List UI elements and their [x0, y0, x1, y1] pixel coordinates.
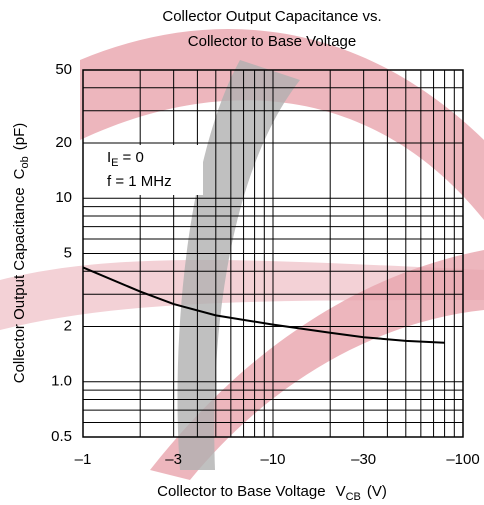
y-tick-label: 1.0: [51, 373, 72, 390]
x-tick-label: –10: [260, 451, 285, 468]
x-axis-label: Collector to Base Voltage VCB (V): [157, 483, 387, 503]
annotation: IE = 0: [107, 149, 144, 169]
y-axis-label: Collector Output CapacitanceCob(pF): [11, 123, 31, 384]
y-tick-label: 5: [64, 244, 72, 261]
y-tick-label: 10: [55, 189, 72, 206]
watermark: [0, 29, 484, 480]
x-tick-label: –30: [351, 451, 376, 468]
annotation: f = 1 MHz: [107, 173, 172, 190]
chart-title: Collector to Base Voltage: [188, 33, 356, 50]
annotation-box: [103, 145, 203, 195]
x-tick-label: –1: [75, 451, 92, 468]
y-tick-label: 20: [55, 134, 72, 151]
chart-title: Collector Output Capacitance vs.: [162, 8, 381, 25]
y-tick-label: 0.5: [51, 428, 72, 445]
y-tick-label: 50: [55, 61, 72, 78]
y-tick-label: 2: [64, 317, 72, 334]
x-tick-label: –100: [446, 451, 479, 468]
data-line: [82, 266, 445, 344]
x-tick-label: –3: [165, 451, 182, 468]
